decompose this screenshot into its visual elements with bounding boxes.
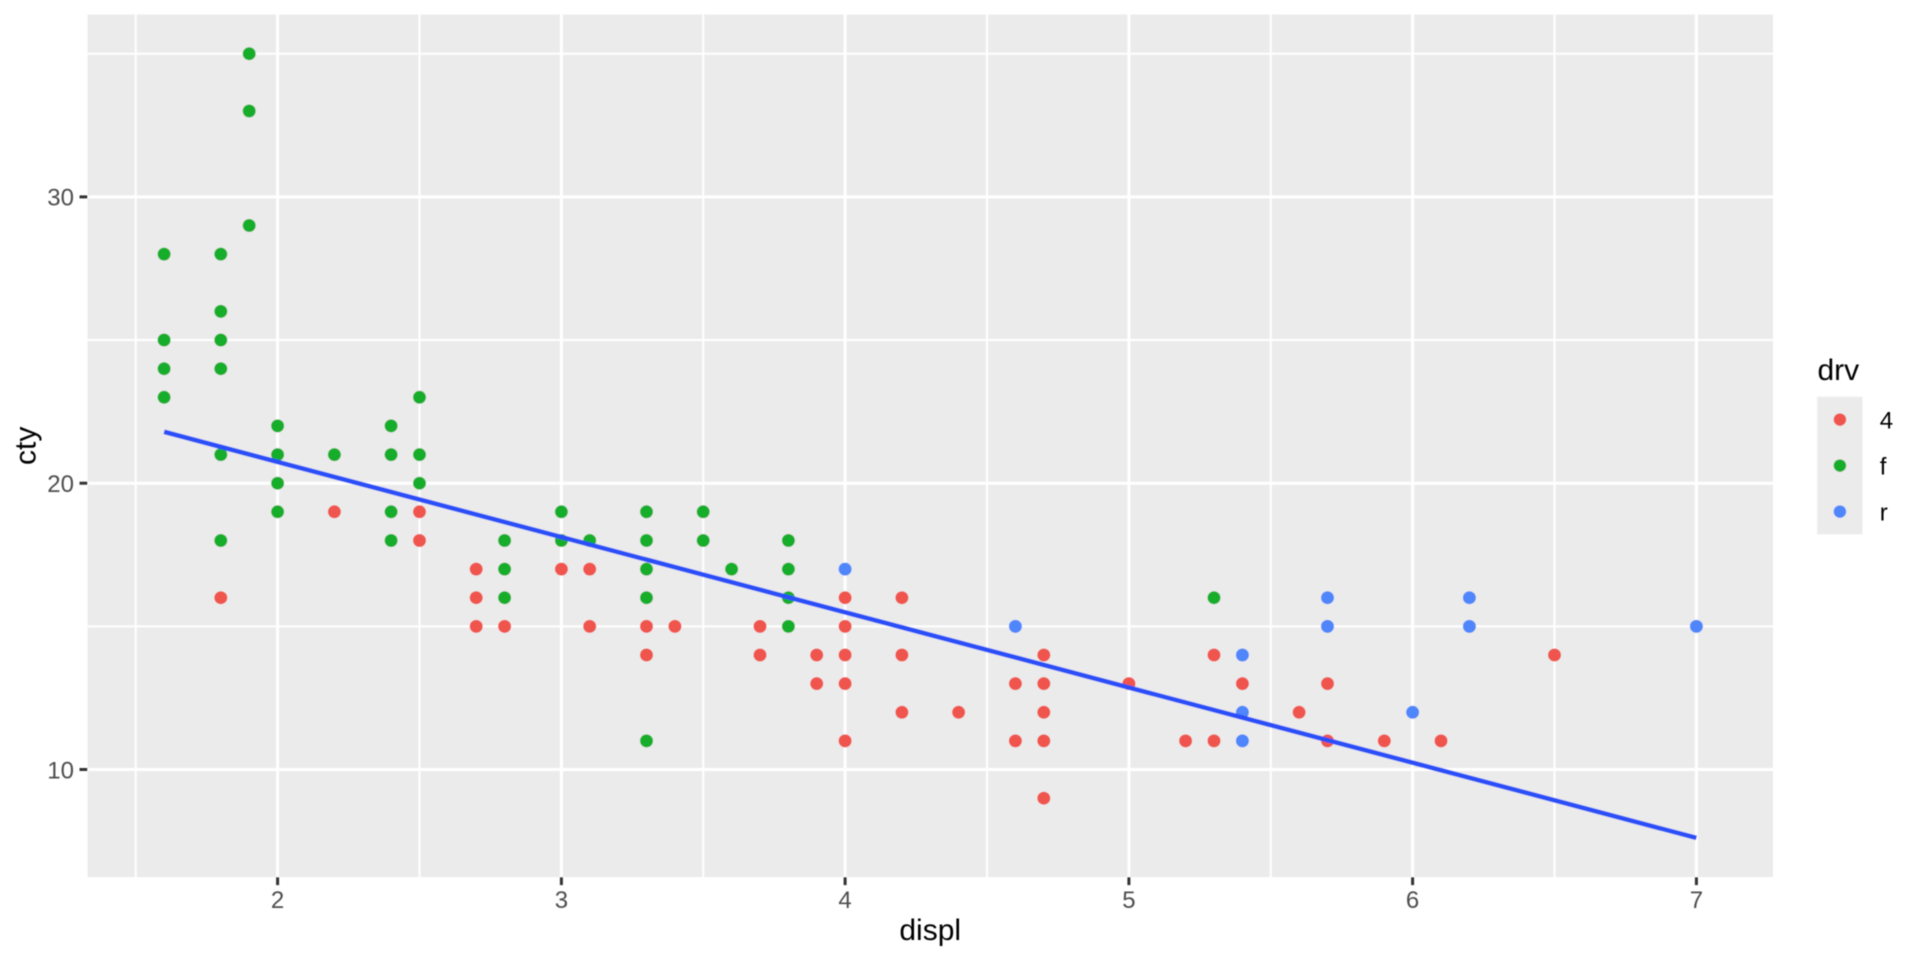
svg-text:r: r [1880, 499, 1888, 526]
svg-text:4: 4 [1880, 407, 1893, 434]
svg-text:30: 30 [47, 185, 74, 212]
svg-text:3: 3 [555, 887, 568, 914]
svg-text:2: 2 [271, 887, 284, 914]
svg-text:displ: displ [899, 914, 961, 947]
svg-text:10: 10 [47, 757, 74, 784]
svg-text:4: 4 [838, 887, 851, 914]
svg-text:cty: cty [10, 427, 43, 465]
svg-text:drv: drv [1818, 354, 1860, 387]
svg-text:f: f [1880, 453, 1887, 480]
svg-text:6: 6 [1406, 887, 1419, 914]
svg-text:7: 7 [1690, 887, 1703, 914]
svg-text:5: 5 [1122, 887, 1135, 914]
svg-text:20: 20 [47, 471, 74, 498]
